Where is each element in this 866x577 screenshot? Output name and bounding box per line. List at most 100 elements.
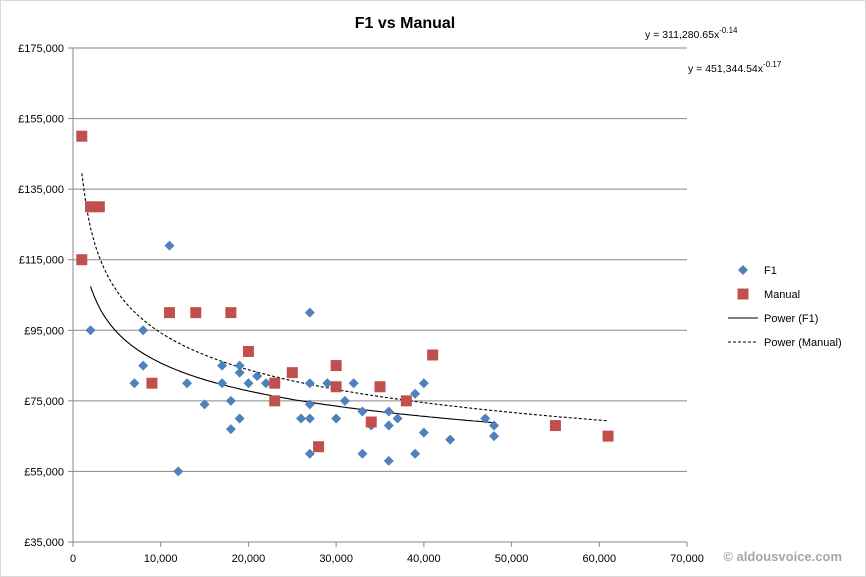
legend-label: F1: [764, 265, 777, 277]
x-tick-label: 60,000: [582, 553, 616, 565]
x-tick-label: 30,000: [319, 553, 353, 565]
point-f1: [252, 371, 263, 382]
point-f1: [225, 424, 236, 435]
point-f1: [392, 413, 403, 424]
y-tick-label: £175,000: [18, 43, 64, 55]
x-tick-label: 10,000: [144, 553, 178, 565]
y-tick-label: £115,000: [19, 255, 64, 267]
point-f1: [217, 360, 228, 371]
point-f1: [304, 307, 315, 318]
point-f1: [243, 378, 254, 389]
point-f1: [348, 378, 359, 389]
point-f1: [383, 406, 394, 417]
point-f1: [234, 413, 245, 424]
point-manual: [330, 360, 342, 372]
point-f1: [260, 378, 271, 389]
point-manual: [225, 307, 237, 319]
point-f1: [357, 448, 368, 459]
point-f1: [304, 399, 315, 410]
point-f1: [489, 431, 500, 442]
point-manual: [330, 381, 342, 393]
point-manual: [85, 201, 97, 213]
legend-marker-manual: [737, 288, 749, 300]
point-manual: [76, 130, 88, 142]
point-f1: [410, 448, 421, 459]
point-f1: [173, 466, 184, 477]
point-f1: [129, 378, 140, 389]
legend-label: Power (F1): [764, 313, 818, 325]
point-f1: [217, 378, 228, 389]
legend-label: Manual: [764, 289, 800, 301]
point-f1: [138, 325, 149, 336]
trendline-equations: y = 311,280.65x-0.14 y = 451,344.54x-0.17: [645, 26, 782, 75]
point-f1: [296, 413, 307, 424]
point-f1: [225, 395, 236, 406]
point-f1: [418, 378, 429, 389]
point-f1: [164, 240, 175, 251]
point-f1: [304, 378, 315, 389]
axes: [68, 47, 688, 547]
point-manual: [269, 395, 281, 407]
point-f1: [339, 395, 350, 406]
point-f1: [234, 360, 245, 371]
point-f1: [410, 388, 421, 399]
point-f1: [357, 406, 368, 417]
point-f1: [234, 367, 245, 378]
point-manual: [374, 381, 386, 393]
point-f1: [418, 427, 429, 438]
x-tick-label: 0: [70, 553, 76, 565]
legend-marker-f1: [738, 265, 748, 275]
point-manual: [400, 395, 412, 407]
point-f1: [322, 378, 333, 389]
y-tick-label: £95,000: [24, 325, 64, 337]
legend: F1 Manual Power (F1) Power (Manual): [728, 265, 842, 349]
point-f1: [199, 399, 210, 410]
point-manual: [269, 377, 281, 389]
x-tick-label: 50,000: [495, 553, 529, 565]
watermark: © aldousvoice.com: [723, 549, 842, 564]
point-f1: [331, 413, 342, 424]
gridlines: [73, 47, 687, 472]
point-f1: [85, 325, 96, 336]
point-manual: [427, 349, 439, 361]
point-manual: [163, 307, 175, 319]
trendline-equation: y = 451,344.54x-0.17: [688, 60, 782, 75]
tick-labels: £35,000 £55,000 £75,000 £95,000 £115,000 £135…: [18, 43, 704, 565]
data-points: [76, 130, 614, 477]
point-f1: [480, 413, 491, 424]
y-tick-label: £35,000: [24, 537, 64, 549]
point-f1: [182, 378, 193, 389]
x-tick-label: 70,000: [670, 553, 704, 565]
y-tick-label: £135,000: [18, 184, 64, 196]
point-f1: [383, 420, 394, 431]
point-manual: [76, 254, 88, 266]
point-manual: [313, 441, 325, 453]
point-manual: [146, 377, 158, 389]
trendline-power-manual: [81, 173, 609, 422]
point-f1: [445, 434, 456, 445]
point-manual: [93, 201, 105, 213]
point-f1: [489, 420, 500, 431]
point-manual: [286, 367, 298, 379]
point-manual: [602, 430, 614, 442]
trendline-equation: y = 311,280.65x-0.14: [645, 26, 738, 41]
legend-label: Power (Manual): [764, 337, 842, 349]
point-f1: [304, 448, 315, 459]
x-tick-label: 20,000: [232, 553, 266, 565]
trendline-power-f1: [89, 286, 495, 424]
point-f1: [304, 413, 315, 424]
point-manual: [190, 307, 202, 319]
y-tick-label: £155,000: [18, 114, 64, 126]
y-tick-label: £55,000: [24, 466, 64, 478]
point-f1: [138, 360, 149, 371]
x-tick-label: 40,000: [407, 553, 441, 565]
point-manual: [365, 416, 377, 428]
trendlines: [81, 173, 609, 424]
y-tick-label: £75,000: [24, 396, 64, 408]
point-manual: [549, 420, 561, 432]
chart-title: F1 vs Manual: [355, 15, 455, 32]
point-f1: [383, 455, 394, 466]
point-manual: [242, 345, 254, 357]
